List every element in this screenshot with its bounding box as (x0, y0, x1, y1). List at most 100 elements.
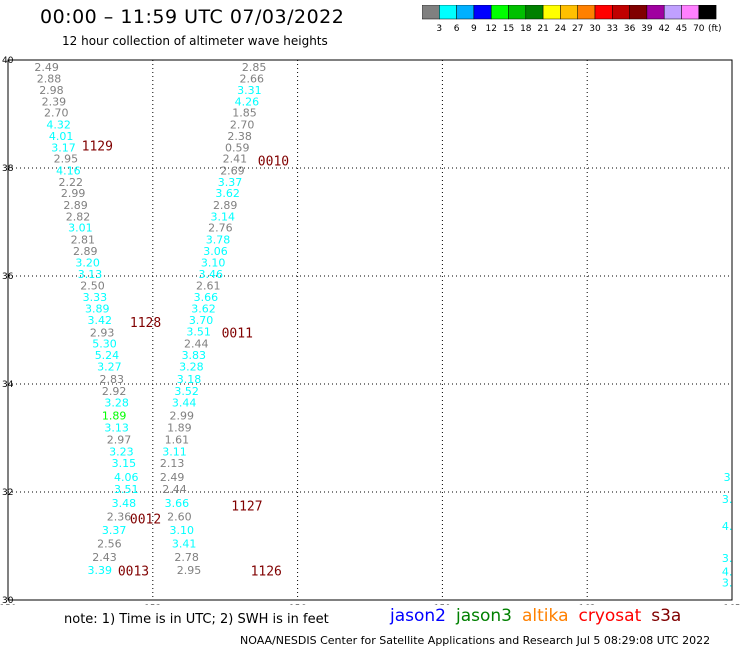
wave-height-value: 3.17 (51, 141, 76, 154)
wave-height-map: 1501531561591621654038363432302.492.882.… (0, 56, 740, 605)
wave-height-value: 3 (724, 471, 731, 484)
lat-tick-label: 40 (2, 56, 14, 66)
wave-height-value: 3.39 (87, 564, 112, 577)
color-scale-label: 12 (485, 24, 496, 34)
color-scale-label: 30 (589, 24, 601, 34)
wave-height-value: 3. (722, 493, 733, 506)
lon-tick-label: 162 (579, 604, 596, 605)
wave-height-value: 2.61 (196, 280, 221, 293)
color-scale-label: 6 (454, 24, 460, 34)
wave-height-value: 5.24 (95, 349, 120, 362)
lat-tick-label: 36 (2, 272, 14, 282)
color-scale-unit: (ft) (708, 24, 722, 34)
pass-time-label: 0010 (258, 154, 289, 169)
wave-height-value: 2.13 (160, 457, 185, 470)
legend-s3a: s3a (651, 606, 682, 626)
wave-height-value: 1.85 (232, 107, 257, 120)
wave-height-value: 3.62 (215, 187, 240, 200)
wave-height-value: 2.50 (80, 280, 105, 293)
color-swatch (698, 5, 717, 20)
wave-height-value: 4.16 (56, 164, 81, 177)
wave-height-value: 3.20 (75, 256, 100, 269)
data-credit: NOAA/NESDIS Center for Satellite Applica… (240, 634, 711, 647)
wave-height-value: 3.15 (112, 457, 137, 470)
map-subtitle: 12 hour collection of altimeter wave hei… (62, 34, 328, 48)
wave-height-value: 2.97 (107, 433, 132, 446)
wave-height-value: 2.70 (230, 119, 255, 132)
wave-height-value: 3.44 (172, 397, 197, 410)
wave-height-value: 2.38 (227, 130, 252, 143)
wave-height-value: 2.83 (100, 373, 125, 386)
color-scale-label: 18 (520, 24, 532, 34)
wave-height-value: 2.22 (58, 176, 83, 189)
wave-height-value: 2.92 (102, 385, 127, 398)
wave-height-value: 4.26 (235, 95, 260, 108)
legend-altika: altika (522, 606, 569, 626)
wave-height-value: 2.85 (242, 61, 267, 74)
legend-jason2: jason2 (390, 606, 446, 626)
wave-height-value: 2.82 (66, 210, 91, 223)
pass-time-label: 0012 (130, 512, 161, 527)
wave-height-value: 3.46 (198, 268, 223, 281)
wave-height-value: 3.06 (203, 245, 228, 258)
wave-height-value: 3.14 (211, 210, 236, 223)
wave-height-value: 2.76 (208, 222, 233, 235)
pass-time-label: 1128 (130, 316, 161, 331)
wave-height-value: 3.48 (112, 497, 137, 510)
wave-height-value: 3.89 (85, 303, 110, 316)
pass-time-label: 0011 (222, 327, 253, 342)
color-scale-label: 33 (607, 24, 618, 34)
wave-height-value: 3.51 (114, 483, 139, 496)
map-frame (7, 59, 733, 601)
color-scale-label: 36 (624, 24, 636, 34)
wave-height-value: 1.89 (167, 422, 192, 435)
wave-height-value: 3.37 (218, 176, 243, 189)
wave-height-value: 2.88 (37, 73, 62, 86)
color-scale-label: 70 (693, 24, 705, 34)
lat-tick-label: 34 (2, 380, 14, 390)
wave-height-value: 3.51 (186, 325, 211, 338)
wave-height-value: 3.27 (97, 361, 122, 374)
wave-height-value: 3.83 (182, 349, 207, 362)
color-scale-label: 45 (676, 24, 687, 34)
wave-height-value: 2.56 (97, 538, 122, 551)
wave-height-value: 2.93 (90, 326, 115, 339)
wave-height-value: 3.28 (104, 397, 129, 410)
map-title: 00:00 – 11:59 UTC 07/03/2022 (40, 6, 345, 28)
wave-height-value: 2.99 (61, 187, 86, 200)
wave-height-value: 3.13 (78, 268, 103, 281)
wave-height-value: 2.78 (174, 551, 199, 564)
wave-height-value: 3.52 (174, 385, 199, 398)
wave-height-value: 3.18 (177, 373, 202, 386)
wave-height-value: 3.66 (194, 291, 219, 304)
wave-height-value: 4.06 (114, 471, 139, 484)
wave-height-value: 3.10 (170, 524, 195, 537)
wave-height-value: 3.66 (165, 497, 190, 510)
wave-height-value: 2.70 (44, 107, 69, 120)
wave-height-value: 2.43 (92, 551, 117, 564)
wave-height-value: 2.41 (223, 153, 248, 166)
wave-height-value: 2.89 (73, 245, 98, 258)
lon-tick-label: 153 (144, 604, 161, 605)
wave-height-value: 3.10 (201, 256, 226, 269)
pass-time-label: 1127 (231, 499, 262, 514)
footer-note: note: 1) Time is in UTC; 2) SWH is in fe… (64, 612, 329, 627)
wave-height-value: 2.39 (42, 95, 67, 108)
wave-height-value: 1.61 (165, 433, 190, 446)
wave-height-value: 4. (722, 520, 733, 533)
wave-height-value: 2.69 (220, 164, 245, 177)
wave-height-value: 2.89 (63, 199, 88, 212)
wave-height-value: 4. (722, 566, 733, 579)
lon-tick-label: 150 (0, 604, 17, 605)
wave-height-value: 3. (722, 577, 733, 590)
wave-height-value: 1.89 (102, 410, 127, 423)
color-scale-label: 42 (658, 24, 669, 34)
color-scale-label: 27 (572, 24, 583, 34)
wave-height-value: 3. (722, 552, 733, 565)
color-scale-label: 24 (555, 24, 567, 34)
lon-tick-label: 165 (723, 604, 740, 605)
legend-cryosat: cryosat (578, 606, 642, 626)
wave-height-value: 2.44 (162, 483, 187, 496)
wave-height-value: 2.36 (107, 511, 132, 524)
lon-tick-label: 156 (289, 604, 306, 605)
